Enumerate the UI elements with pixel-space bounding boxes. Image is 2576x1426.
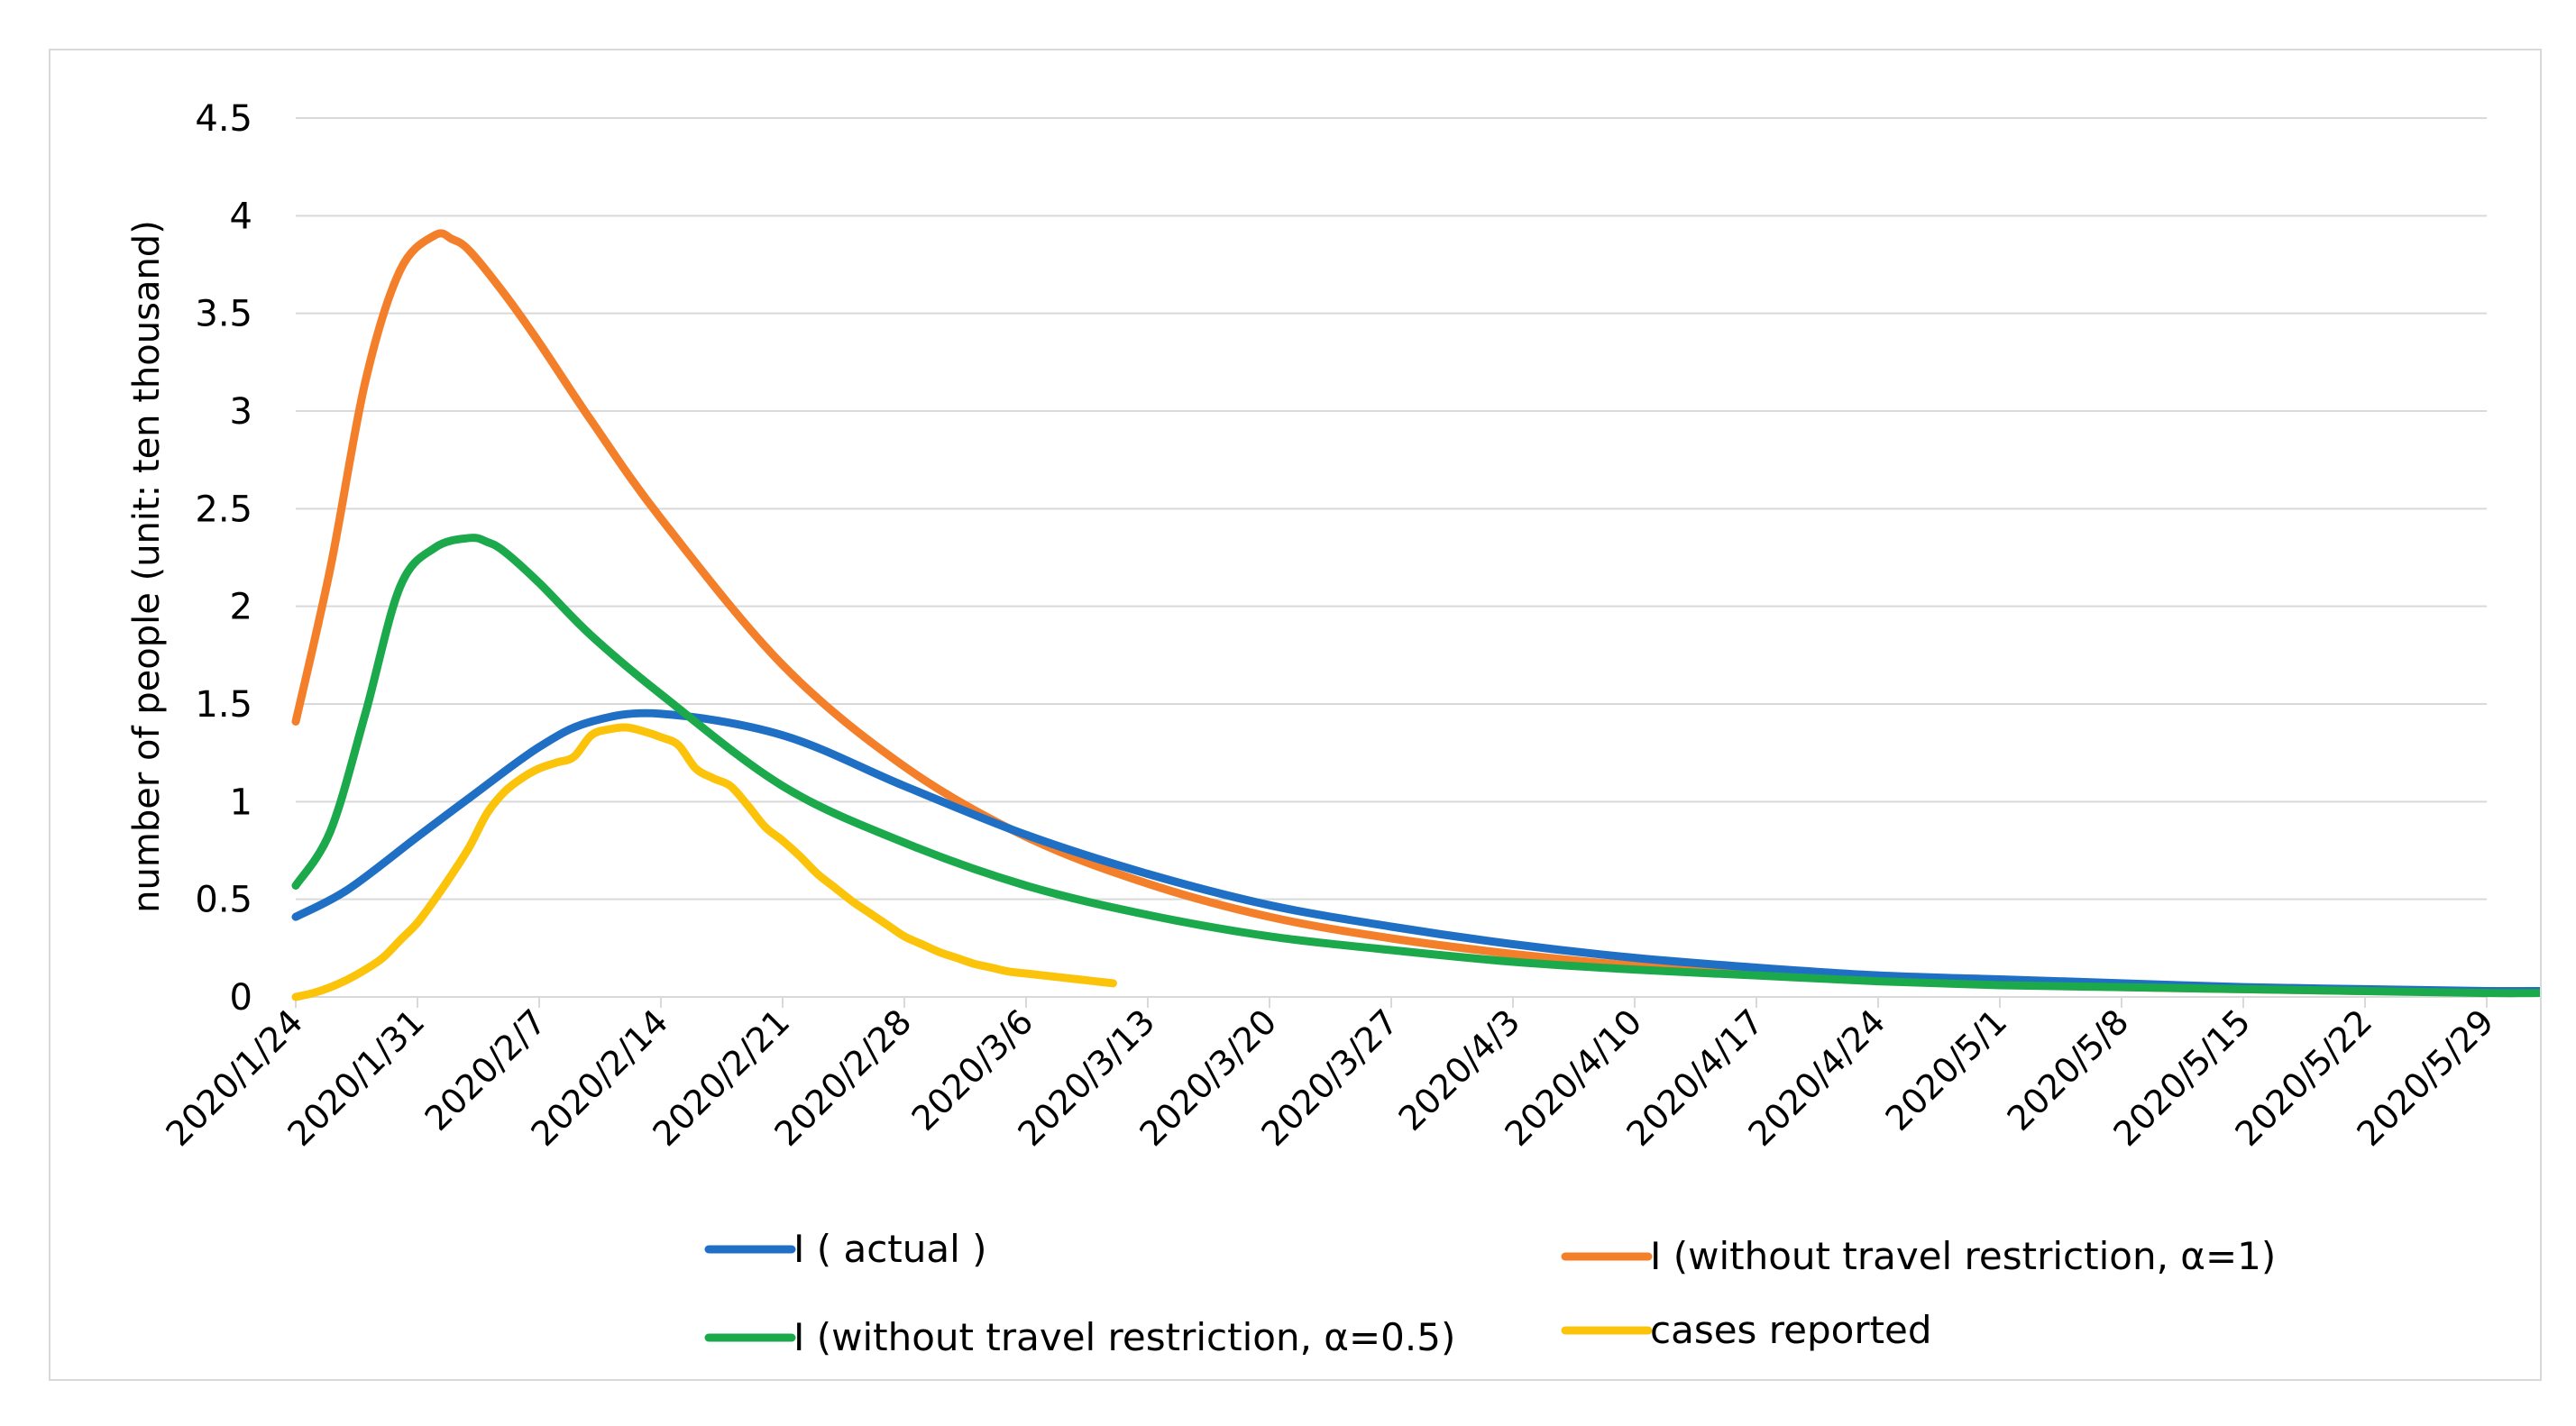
y-tick-label: 1 xyxy=(230,782,252,823)
y-tick-label: 2.5 xyxy=(195,489,252,530)
gridlines xyxy=(296,117,2487,900)
chart-frame: 0 0.5 1 1.5 2 2.5 3 3.5 4 4.5 2020/1/24 2020/1/31 2… xyxy=(49,49,2542,1381)
y-tick-label: 4.5 xyxy=(195,98,252,140)
line-chart: 0 0.5 1 1.5 2 2.5 3 3.5 4 4.5 2020/1/242020/1/312… xyxy=(126,98,2540,1359)
y-tick-label: 0.5 xyxy=(195,880,252,921)
y-axis-ticks: 0 0.5 1 1.5 2 2.5 3 3.5 4 4.5 xyxy=(195,98,252,1019)
series-line-i-without-travel-restriction-1 xyxy=(291,229,2540,996)
series-line-i-without-travel-restriction-0-5 xyxy=(291,534,2540,998)
legend-label: I (without travel restriction, α=0.5) xyxy=(793,1315,1455,1359)
y-tick-label: 3.5 xyxy=(195,294,252,335)
x-tick-label: 2020/5/1 xyxy=(1878,1001,2015,1138)
y-tick-label: 1.5 xyxy=(195,684,252,726)
legend-label: cases reported xyxy=(1650,1308,1932,1352)
y-tick-label: 4 xyxy=(230,196,252,237)
y-tick-label: 2 xyxy=(230,587,252,628)
legend-label: I ( actual ) xyxy=(793,1227,987,1271)
legend-label: I (without travel restriction, α=1) xyxy=(1650,1234,2276,1278)
legend: I ( actual ) I (without travel restrictio… xyxy=(704,1227,2276,1359)
series-group xyxy=(291,229,2540,1001)
x-axis-ticks: 2020/1/242020/1/312020/2/72020/2/142020/… xyxy=(158,997,2501,1154)
y-tick-label: 3 xyxy=(230,391,252,433)
series-line-cases-reported xyxy=(291,723,1117,1001)
y-axis-label: number of people (unit: ten thousand) xyxy=(126,220,168,913)
y-tick-label: 0 xyxy=(230,977,252,1019)
